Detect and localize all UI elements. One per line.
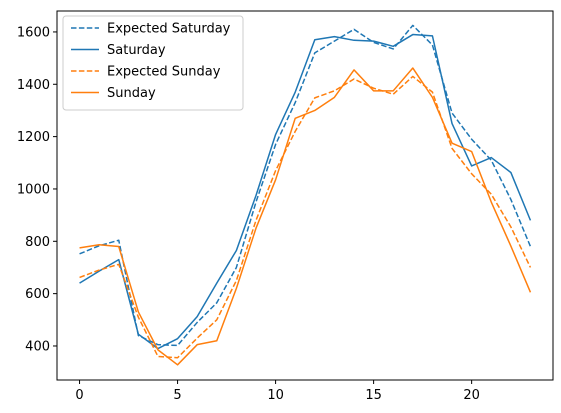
x-tick-label: 0 xyxy=(75,388,83,403)
y-tick-label: 1200 xyxy=(17,130,50,145)
y-tick-label: 1000 xyxy=(17,182,50,197)
y-tick-label: 800 xyxy=(25,235,50,250)
y-tick-label: 400 xyxy=(25,339,50,354)
x-tick-label: 15 xyxy=(365,388,382,403)
y-tick-label: 1400 xyxy=(17,78,50,93)
y-tick-label: 1600 xyxy=(17,25,50,40)
series-line-3 xyxy=(79,67,532,366)
axes-layer xyxy=(56,10,554,381)
y-tick-label: 600 xyxy=(25,287,50,302)
legend-label-0: Expected Saturday xyxy=(107,22,231,37)
series-line-1 xyxy=(79,33,532,350)
legend-label-1: Saturday xyxy=(107,43,166,58)
legend: Expected Saturday Saturday Expected Sunday… xyxy=(62,15,244,111)
x-tick-label: 20 xyxy=(463,388,480,403)
x-tick-label: 10 xyxy=(267,388,284,403)
legend-label-3: Sunday xyxy=(107,86,156,101)
plot-frame xyxy=(56,10,554,381)
series-layer xyxy=(79,24,532,366)
legend-label-2: Expected Sunday xyxy=(107,65,221,80)
ticks-layer: 0 5 10 15 20 400 600 800 1000 1200 1400 1600 xyxy=(17,25,480,403)
legend-box xyxy=(62,15,244,111)
x-tick-label: 5 xyxy=(173,388,181,403)
series-line-0 xyxy=(79,24,532,347)
